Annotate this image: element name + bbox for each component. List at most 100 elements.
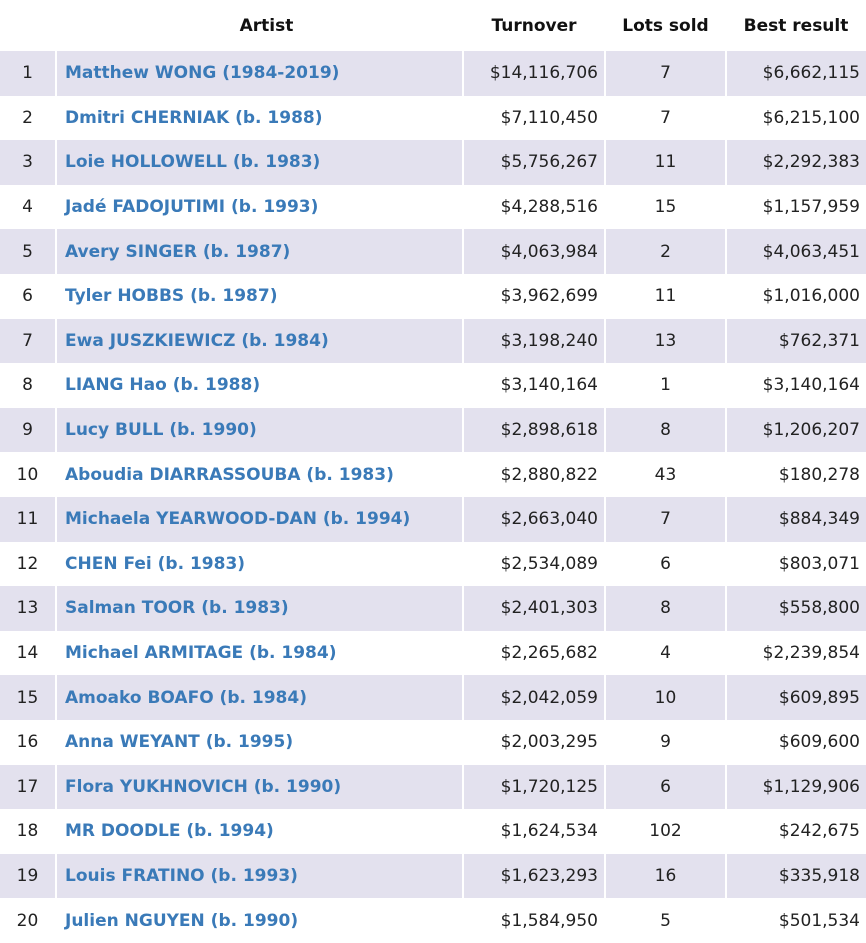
rank-cell: 2 [22,107,33,128]
artist-link[interactable]: Dmitri CHERNIAK (b. 1988) [65,107,323,128]
header-lots-sold: Lots sold [622,15,709,36]
rank-cell: 3 [0,140,56,185]
artist-link[interactable]: Louis FRATINO (b. 1993) [65,865,298,886]
artist-link[interactable]: Aboudia DIARRASSOUBA (b. 1983) [65,464,394,485]
lots-sold-cell: 13 [604,318,726,364]
lots-sold-cell: 8 [604,407,726,453]
best-result-cell: $762,371 [725,318,866,364]
rank-cell: 15 [0,675,56,720]
header-best-result: Best result [743,15,849,36]
lots-sold-cell: 15 [604,184,726,230]
artist-cell: Aboudia DIARRASSOUBA (b. 1983) [55,452,463,497]
artist-link[interactable]: Tyler HOBBS (b. 1987) [65,286,278,307]
lots-sold-cell: 4 [604,630,726,676]
artist-link[interactable]: Lucy BULL (b. 1990) [65,420,257,441]
artist-link[interactable]: Jadé FADOJUTIMI (b. 1993) [65,197,319,218]
best-result-cell: $6,662,115 [725,51,866,96]
artist-link[interactable]: Salman TOOR (b. 1983) [65,598,289,619]
best-result-cell: $1,129,906 [725,764,866,810]
table-row: 18 MR DOODLE (b. 1994) $1,624,534 102 $242,6… [0,809,866,854]
best-result-cell: $1,206,207 [725,407,866,453]
artist-link[interactable]: Ewa JUSZKIEWICZ (b. 1984) [65,330,329,351]
lots-sold-cell: 7 [604,95,726,141]
artist-cell: Loie HOLLOWELL (b. 1983) [55,140,463,185]
lots-sold-cell: 6 [604,764,726,810]
lots-sold-cell: 1 [604,363,726,408]
turnover-cell: $2,042,059 [462,675,605,720]
turnover-cell: $14,116,706 [462,51,605,96]
lots-sold-cell: 9 [604,719,726,765]
artist-link[interactable]: Loie HOLLOWELL (b. 1983) [65,152,321,173]
artist-link[interactable]: Amoako BOAFO (b. 1984) [65,687,307,708]
table-row: 1 Matthew WONG (1984-2019) $14,116,706 7 $6,… [0,51,866,96]
artist-cell: Michael ARMITAGE (b. 1984) [55,630,463,676]
best-result-cell: $803,071 [725,541,866,587]
rank-cell: 5 [0,229,56,274]
artist-cell: Amoako BOAFO (b. 1984) [55,675,463,720]
rank-cell: 6 [22,286,33,307]
lots-sold-cell: 11 [604,273,726,319]
turnover-cell: $3,962,699 [462,273,605,319]
best-result-cell: $3,140,164 [725,363,866,408]
artist-cell: Flora YUKHNOVICH (b. 1990) [55,764,463,810]
best-result-cell: $335,918 [725,853,866,899]
rank-cell: 4 [22,197,33,218]
table-row: 6 Tyler HOBBS (b. 1987) $3,962,699 11 $1,016… [0,273,866,319]
artist-cell: Salman TOOR (b. 1983) [55,586,463,631]
artist-link[interactable]: LIANG Hao (b. 1988) [65,375,261,396]
header-artist: Artist [239,15,294,36]
artist-cell: MR DOODLE (b. 1994) [55,809,463,854]
lots-sold-cell: 102 [604,809,726,854]
table-row: 8 LIANG Hao (b. 1988) $3,140,164 1 $3,140,16… [0,363,866,408]
artist-cell: Ewa JUSZKIEWICZ (b. 1984) [55,318,463,364]
table-row: 2 Dmitri CHERNIAK (b. 1988) $7,110,450 7 $6,… [0,95,866,141]
best-result-cell: $6,215,100 [725,95,866,141]
turnover-cell: $2,880,822 [462,452,605,497]
table-row: 16 Anna WEYANT (b. 1995) $2,003,295 9 $609,6… [0,719,866,765]
header-row: Artist Turnover Lots sold Best result [0,0,866,51]
artist-link[interactable]: MR DOODLE (b. 1994) [65,821,274,842]
lots-sold-cell: 2 [604,229,726,274]
rank-cell: 19 [0,853,56,899]
artist-cell: Jadé FADOJUTIMI (b. 1993) [55,184,463,230]
turnover-cell: $2,003,295 [462,719,605,765]
table-row: 13 Salman TOOR (b. 1983) $2,401,303 8 $558,8… [0,586,866,631]
best-result-cell: $2,292,383 [725,140,866,185]
table-row: 15 Amoako BOAFO (b. 1984) $2,042,059 10 $609… [0,675,866,720]
turnover-cell: $2,265,682 [462,630,605,676]
best-result-cell: $558,800 [725,586,866,631]
artist-link[interactable]: Michael ARMITAGE (b. 1984) [65,643,337,664]
table-row: 12 CHEN Fei (b. 1983) $2,534,089 6 $803,071 [0,541,866,587]
artist-link[interactable]: Michaela YEARWOOD-DAN (b. 1994) [65,509,411,530]
artist-cell: Anna WEYANT (b. 1995) [55,719,463,765]
table-row: 9 Lucy BULL (b. 1990) $2,898,618 8 $1,206,20… [0,407,866,453]
turnover-cell: $5,756,267 [462,140,605,185]
rank-cell: 14 [16,643,39,664]
turnover-cell: $1,720,125 [462,764,605,810]
best-result-cell: $1,157,959 [725,184,866,230]
lots-sold-cell: 10 [604,675,726,720]
rank-cell: 10 [16,464,39,485]
artist-link[interactable]: Anna WEYANT (b. 1995) [65,732,294,753]
artist-link[interactable]: CHEN Fei (b. 1983) [65,553,246,574]
lots-sold-cell: 5 [604,898,726,943]
rank-cell: 1 [0,51,56,96]
turnover-cell: $1,584,950 [462,898,605,943]
rank-cell: 17 [0,764,56,810]
rank-cell: 8 [22,375,33,396]
rank-cell: 16 [16,732,39,753]
turnover-cell: $4,063,984 [462,229,605,274]
turnover-cell: $1,624,534 [462,809,605,854]
artist-link[interactable]: Matthew WONG (1984-2019) [65,63,340,84]
artist-link[interactable]: Julien NGUYEN (b. 1990) [65,910,299,931]
turnover-cell: $2,663,040 [462,496,605,542]
best-result-cell: $4,063,451 [725,229,866,274]
artist-link[interactable]: Flora YUKHNOVICH (b. 1990) [65,776,342,797]
turnover-cell: $2,534,089 [462,541,605,587]
turnover-cell: $3,198,240 [462,318,605,364]
artist-link[interactable]: Avery SINGER (b. 1987) [65,241,291,262]
lots-sold-cell: 7 [604,496,726,542]
table-row: 17 Flora YUKHNOVICH (b. 1990) $1,720,125 6 $… [0,764,866,810]
turnover-cell: $7,110,450 [462,95,605,141]
